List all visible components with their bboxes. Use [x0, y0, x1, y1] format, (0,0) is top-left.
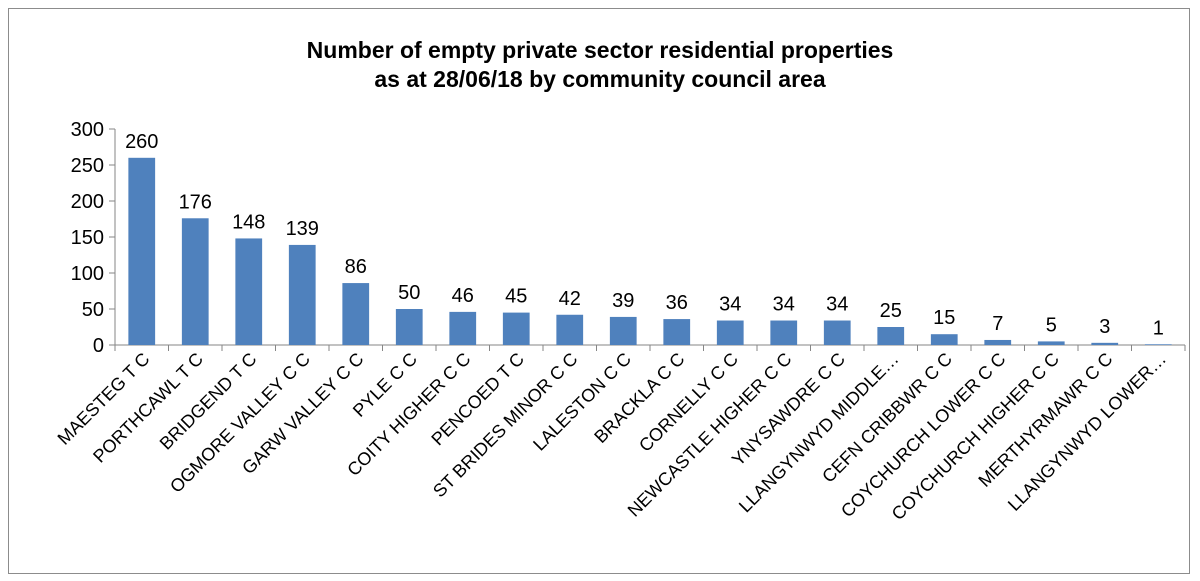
- chart-title-line-2: as at 28/06/18 by community council area: [374, 66, 826, 92]
- data-label: 260: [125, 131, 158, 153]
- bar: [235, 238, 263, 345]
- bar: [1144, 344, 1172, 345]
- chart-title-line-1: Number of empty private sector residenti…: [306, 37, 894, 63]
- category-label: LALESTON C C: [529, 349, 635, 455]
- bar: [288, 244, 316, 345]
- category-label: BRIDGEND T C: [156, 349, 261, 454]
- data-label: 15: [933, 307, 955, 329]
- bar: [128, 157, 156, 345]
- data-labels: 260 176 148 139 86 50 46 45 42 39 36 34 34 34 25 15 7 5 3 1: [125, 131, 1164, 339]
- bar: [609, 316, 637, 345]
- y-tick-label: 250: [71, 155, 104, 177]
- data-label: 139: [286, 218, 319, 240]
- data-label: 86: [345, 256, 367, 278]
- data-label: 46: [452, 285, 474, 307]
- bar: [181, 218, 209, 345]
- bar: [395, 309, 423, 345]
- bar: [342, 283, 370, 345]
- y-tick-label: 0: [93, 335, 104, 357]
- y-tick-label: 150: [71, 227, 104, 249]
- category-label: PENCOED T C: [427, 349, 528, 450]
- y-axis: 0 50 100 150 200 250 300: [71, 119, 116, 357]
- chart-title: Number of empty private sector residenti…: [0, 36, 1200, 94]
- bar: [984, 339, 1012, 345]
- data-label: 34: [826, 294, 848, 316]
- y-tick-label: 300: [71, 119, 104, 141]
- data-label: 1: [1153, 317, 1164, 339]
- data-label: 25: [880, 300, 902, 322]
- data-label: 34: [773, 294, 795, 316]
- bar: [716, 320, 744, 345]
- data-label: 45: [505, 286, 527, 308]
- y-tick-label: 50: [82, 299, 104, 321]
- bars: [128, 157, 1172, 345]
- data-label: 7: [992, 313, 1003, 335]
- bar: [556, 314, 584, 345]
- bar: [663, 319, 691, 345]
- bar: [502, 312, 530, 345]
- bar: [770, 320, 798, 345]
- data-label: 176: [179, 191, 212, 213]
- data-label: 50: [398, 282, 420, 304]
- data-label: 36: [666, 292, 688, 314]
- data-label: 42: [559, 288, 581, 310]
- data-label: 5: [1046, 314, 1057, 336]
- bar: [449, 311, 477, 345]
- bar: [877, 327, 905, 345]
- bar: [1091, 342, 1119, 345]
- y-tick-label: 200: [71, 191, 104, 213]
- y-tick-label: 100: [71, 263, 104, 285]
- category-label: CORNELLY C C: [635, 349, 742, 456]
- data-label: 148: [232, 211, 265, 233]
- bar: [823, 320, 851, 345]
- data-label: 39: [612, 290, 634, 312]
- bar: [1037, 341, 1065, 345]
- x-axis: [114, 344, 1186, 351]
- data-label: 34: [719, 294, 741, 316]
- category-label: MAESTEG T C: [54, 349, 154, 449]
- bar: [930, 334, 958, 345]
- data-label: 3: [1099, 316, 1110, 338]
